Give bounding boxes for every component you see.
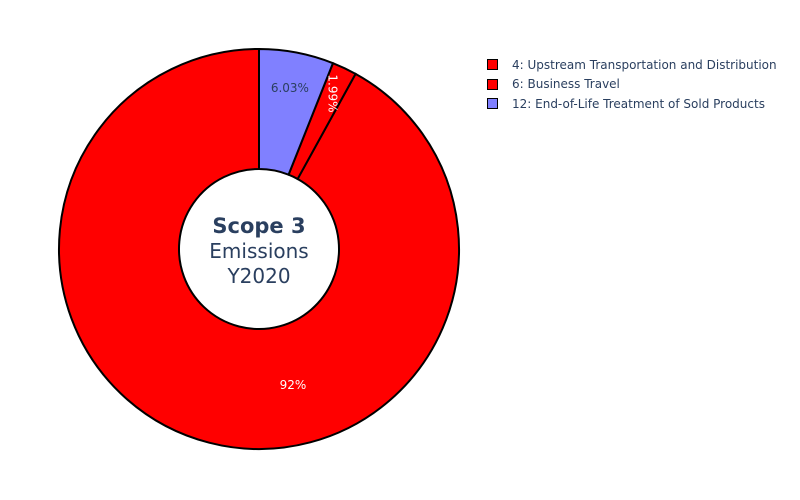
legend-label: 4: Upstream Transportation and Distribut…: [512, 57, 777, 72]
legend: 4: Upstream Transportation and Distribut…: [487, 55, 777, 114]
legend-swatch: [487, 98, 498, 110]
legend-item-end-of-life[interactable]: 12: End-of-Life Treatment of Sold Produc…: [487, 94, 777, 114]
slice-label-0: 92%: [280, 378, 307, 392]
center-title-line2: Emissions: [209, 239, 308, 263]
slice-label-2: 6.03%: [271, 81, 309, 95]
legend-swatch: [487, 59, 498, 71]
slice-2[interactable]: [258, 47, 335, 176]
center-title-line3: Y2020: [226, 264, 290, 288]
slice-labels: 92% 1.99% 6.03%: [271, 74, 340, 392]
legend-swatch: [487, 78, 498, 90]
legend-item-business-travel[interactable]: 6: Business Travel: [487, 75, 777, 95]
legend-item-upstream-transport[interactable]: 4: Upstream Transportation and Distribut…: [487, 55, 777, 75]
donut-slices: [58, 47, 460, 450]
slice-label-1: 1.99%: [325, 74, 339, 112]
slice-0[interactable]: [58, 47, 460, 450]
legend-label: 6: Business Travel: [512, 77, 620, 92]
center-title-bold: Scope 3: [212, 214, 305, 238]
legend-label: 12: End-of-Life Treatment of Sold Produc…: [512, 96, 765, 111]
